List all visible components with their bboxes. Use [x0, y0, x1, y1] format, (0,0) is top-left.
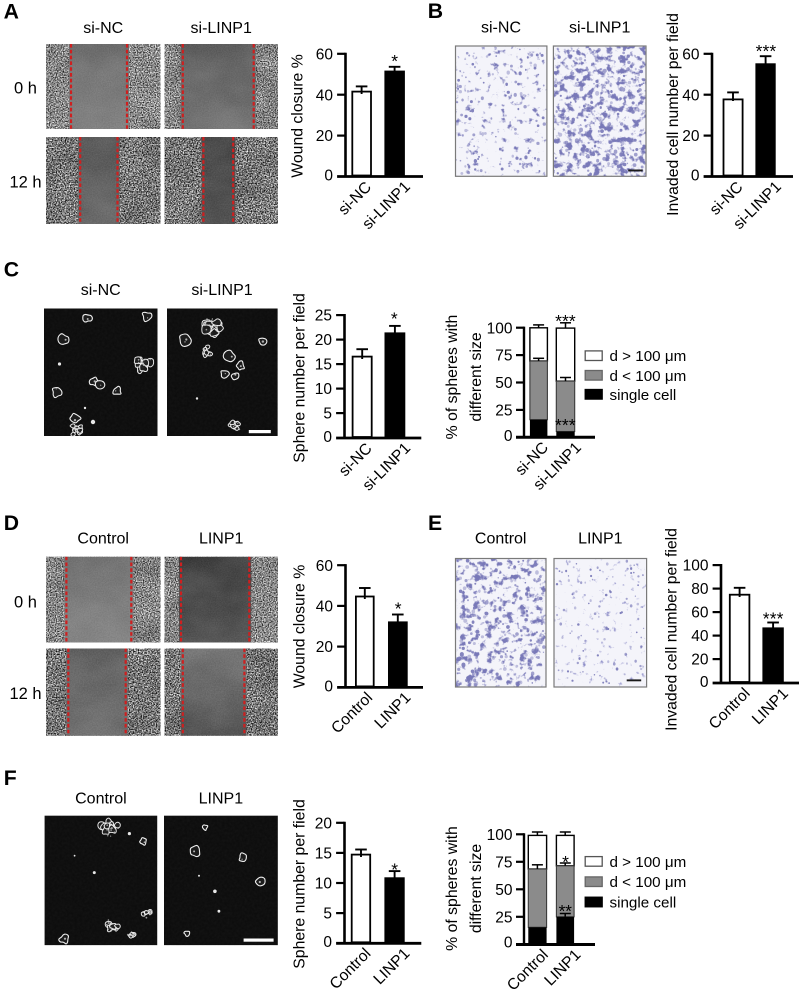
svg-text:0: 0	[504, 934, 513, 951]
svg-text:0: 0	[323, 934, 332, 951]
svg-text:0: 0	[324, 679, 333, 696]
svg-text:D: D	[4, 512, 19, 535]
svg-text:75: 75	[495, 854, 512, 871]
svg-text:*: *	[391, 51, 398, 71]
svg-text:***: ***	[756, 41, 777, 61]
svg-text:0: 0	[324, 168, 333, 185]
svg-text:different size: different size	[468, 844, 485, 933]
svg-text:d < 100 μm: d < 100 μm	[610, 368, 687, 385]
svg-text:*: *	[391, 309, 398, 329]
svg-text:25: 25	[495, 403, 512, 420]
svg-text:15: 15	[315, 357, 332, 374]
svg-text:LINP1: LINP1	[749, 685, 792, 728]
svg-text:40: 40	[682, 87, 700, 104]
svg-text:single cell: single cell	[610, 895, 677, 912]
svg-text:60: 60	[316, 46, 334, 63]
svg-text:Control: Control	[75, 791, 127, 808]
svg-text:*: *	[562, 852, 569, 872]
svg-text:% of spheres with: % of spheres with	[444, 826, 461, 951]
svg-text:0: 0	[504, 428, 513, 445]
svg-text:d < 100 μm: d < 100 μm	[610, 874, 687, 891]
svg-text:LINP1: LINP1	[541, 947, 584, 990]
svg-text:12 h: 12 h	[9, 173, 41, 191]
svg-text:12 h: 12 h	[9, 685, 41, 703]
svg-text:**: **	[559, 901, 572, 921]
svg-text:25: 25	[315, 308, 332, 325]
svg-text:LINP1: LINP1	[199, 531, 244, 548]
svg-text:50: 50	[495, 375, 513, 392]
svg-text:si-NC: si-NC	[83, 20, 123, 37]
svg-text:Control: Control	[504, 947, 552, 994]
svg-text:Wound closure %: Wound closure %	[290, 54, 307, 178]
svg-text:*: *	[391, 859, 398, 879]
svg-text:0 h: 0 h	[14, 79, 37, 97]
svg-text:si-NC: si-NC	[481, 20, 521, 37]
svg-text:40: 40	[691, 628, 709, 645]
svg-text:40: 40	[316, 87, 334, 104]
svg-text:20: 20	[315, 332, 333, 349]
svg-text:Control: Control	[475, 531, 527, 548]
svg-text:20: 20	[691, 652, 709, 669]
svg-text:si-LINP1: si-LINP1	[569, 20, 630, 37]
svg-text:50: 50	[495, 882, 513, 899]
svg-text:60: 60	[691, 605, 709, 622]
svg-text:60: 60	[316, 558, 334, 575]
svg-text:40: 40	[316, 599, 334, 616]
svg-text:75: 75	[495, 348, 512, 365]
svg-text:60: 60	[682, 46, 700, 63]
svg-text:*: *	[395, 599, 402, 619]
svg-text:***: ***	[763, 608, 784, 628]
svg-text:si-LINP1: si-LINP1	[191, 282, 252, 299]
svg-text:LINP1: LINP1	[371, 945, 414, 988]
svg-text:Wound closure %: Wound closure %	[292, 565, 309, 689]
svg-text:different size: different size	[468, 332, 485, 421]
svg-text:Sphere number per field: Sphere number per field	[292, 293, 309, 462]
svg-text:LINP1: LINP1	[199, 791, 244, 808]
svg-text:25: 25	[495, 909, 512, 926]
svg-text:C: C	[4, 259, 19, 282]
svg-text:20: 20	[316, 128, 334, 145]
svg-text:100: 100	[487, 320, 513, 337]
svg-text:5: 5	[323, 906, 332, 923]
svg-text:20: 20	[316, 639, 334, 656]
svg-text:10: 10	[315, 381, 333, 398]
svg-text:80: 80	[691, 581, 709, 598]
svg-text:Invaded cell number per field: Invaded cell number per field	[664, 528, 681, 731]
svg-text:0: 0	[700, 674, 709, 691]
svg-text:F: F	[4, 767, 17, 790]
svg-text:si-NC: si-NC	[81, 282, 121, 299]
svg-text:10: 10	[315, 876, 333, 893]
svg-text:Invaded cell number per field: Invaded cell number per field	[665, 13, 682, 216]
svg-text:E: E	[428, 512, 442, 535]
svg-text:***: ***	[555, 415, 576, 435]
svg-text:20: 20	[315, 815, 333, 832]
svg-text:LINP1: LINP1	[578, 531, 623, 548]
svg-text:Control: Control	[327, 945, 375, 993]
svg-text:single cell: single cell	[610, 387, 677, 404]
svg-text:0: 0	[323, 429, 332, 446]
svg-text:0 h: 0 h	[14, 594, 37, 612]
svg-text:5: 5	[323, 406, 332, 423]
svg-text:Control: Control	[328, 689, 376, 737]
svg-text:A: A	[4, 0, 19, 23]
svg-text:100: 100	[683, 558, 709, 575]
svg-text:15: 15	[315, 846, 332, 863]
svg-text:Control: Control	[77, 531, 129, 548]
svg-text:0: 0	[691, 168, 700, 185]
svg-text:LINP1: LINP1	[372, 689, 415, 732]
svg-text:Sphere number per field: Sphere number per field	[292, 799, 309, 968]
svg-text:d > 100 μm: d > 100 μm	[610, 854, 687, 871]
svg-text:si-LINP1: si-LINP1	[191, 20, 252, 37]
svg-text:% of spheres with: % of spheres with	[444, 315, 461, 440]
svg-text:100: 100	[487, 827, 513, 844]
svg-text:20: 20	[682, 128, 700, 145]
svg-text:d > 100 μm: d > 100 μm	[610, 348, 687, 365]
svg-text:B: B	[428, 0, 443, 23]
svg-text:Control: Control	[706, 685, 754, 733]
svg-text:***: ***	[555, 311, 576, 331]
